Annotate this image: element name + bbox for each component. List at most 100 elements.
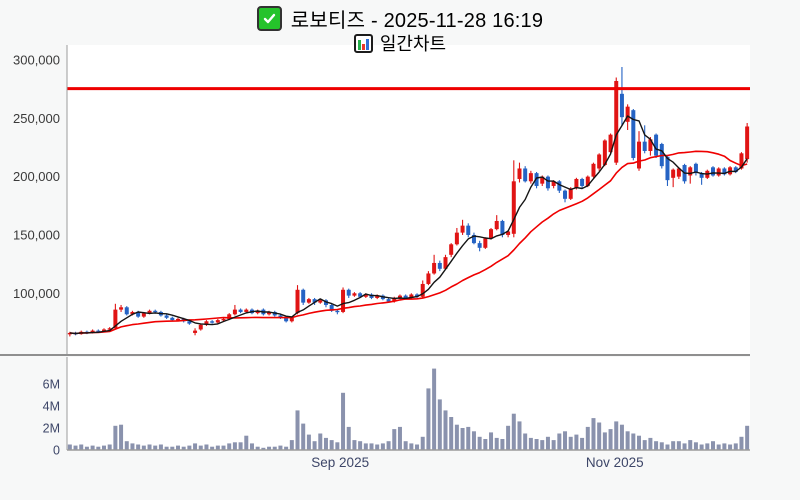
candle-body <box>500 220 505 235</box>
volume-bar <box>153 445 158 450</box>
candle-body <box>227 314 232 319</box>
volume-bar <box>73 445 78 450</box>
candle-body <box>528 173 533 182</box>
volume-bar <box>711 441 716 450</box>
candle-body <box>352 293 357 296</box>
volume-bar <box>238 442 243 450</box>
candle-body <box>471 234 476 244</box>
volume-tick-label: 2M <box>43 422 60 436</box>
candle-body <box>420 283 425 297</box>
candle-body <box>221 318 226 321</box>
candle-body <box>215 320 220 323</box>
volume-bar <box>500 439 505 450</box>
candle-body <box>523 168 528 182</box>
volume-plot-bg <box>67 357 750 450</box>
candle-body <box>244 309 249 312</box>
volume-bar <box>432 368 437 450</box>
volume-bar <box>415 444 420 450</box>
volume-bar <box>494 437 499 450</box>
volume-bar <box>346 426 351 450</box>
candle-body <box>693 163 698 174</box>
candle-body <box>648 139 653 151</box>
volume-bar <box>79 444 84 450</box>
candle-body <box>676 168 681 177</box>
volume-bar <box>267 446 272 450</box>
price-tick-label: 100,000 <box>13 286 60 301</box>
volume-bar <box>682 443 687 450</box>
volume-bar <box>659 442 664 450</box>
candle-body <box>130 311 135 315</box>
candle-body <box>238 309 243 312</box>
volume-bar <box>545 436 550 450</box>
candle-body <box>511 181 516 234</box>
volume-bar <box>96 446 101 450</box>
volume-bar <box>619 424 624 450</box>
candle-body <box>506 231 511 235</box>
volume-bar <box>380 443 385 450</box>
volume-bar <box>517 421 522 450</box>
price-tick-label: 150,000 <box>13 227 60 242</box>
candle-body <box>534 173 539 186</box>
volume-bar <box>688 440 693 450</box>
volume-bar <box>608 429 613 450</box>
volume-bar <box>107 444 112 450</box>
candle-body <box>358 293 363 297</box>
volume-bar <box>193 443 198 450</box>
bar-chart-icon <box>353 33 373 53</box>
volume-bar <box>124 441 129 450</box>
candle-body <box>306 299 311 303</box>
volume-bar <box>204 444 209 450</box>
candle-body <box>136 311 141 317</box>
candle-body <box>187 321 192 324</box>
candle-body <box>96 330 101 333</box>
candle-body <box>619 93 624 118</box>
candle-body <box>614 80 619 163</box>
candle-body <box>699 173 704 178</box>
volume-bar <box>739 436 744 450</box>
volume-bar <box>648 437 653 450</box>
volume-bar <box>335 442 340 450</box>
volume-bar <box>244 435 249 450</box>
candle-body <box>460 225 465 233</box>
candle-body <box>329 304 334 311</box>
volume-bar <box>232 442 237 450</box>
volume-bar <box>323 437 328 450</box>
candle-body <box>563 190 568 199</box>
volume-bar <box>130 443 135 450</box>
volume-bar <box>175 445 180 450</box>
candle-body <box>397 295 402 298</box>
candle-body <box>175 318 180 321</box>
volume-bar <box>568 436 573 450</box>
volume-bar <box>255 446 260 450</box>
candle-body <box>335 310 340 313</box>
volume-bar <box>278 445 283 450</box>
volume-bar <box>637 435 642 450</box>
volume-bar <box>392 429 397 450</box>
volume-bar <box>551 440 556 450</box>
candle-body <box>255 310 260 314</box>
volume-bar <box>358 441 363 450</box>
price-tick-label: 300,000 <box>13 53 60 68</box>
volume-bar <box>693 442 698 450</box>
x-axis-label: Sep 2025 <box>311 455 369 470</box>
candle-body <box>386 299 391 302</box>
volume-bar <box>164 446 169 450</box>
volume-bar <box>466 426 471 450</box>
candle-body <box>124 307 129 315</box>
volume-bar <box>671 441 676 450</box>
candle-body <box>454 232 459 245</box>
volume-bar <box>170 446 175 450</box>
candle-body <box>716 168 721 176</box>
volume-bar <box>477 436 482 450</box>
subtitle-row: 일간차트 <box>0 30 800 56</box>
volume-bar <box>375 444 380 450</box>
volume-bar <box>437 399 442 450</box>
candle-body <box>540 176 545 184</box>
volume-bar <box>614 421 619 450</box>
candle-body <box>551 181 556 186</box>
candle-body <box>545 176 550 189</box>
volume-bar <box>261 447 266 450</box>
candle-body <box>278 315 283 318</box>
volume-bar <box>597 422 602 450</box>
